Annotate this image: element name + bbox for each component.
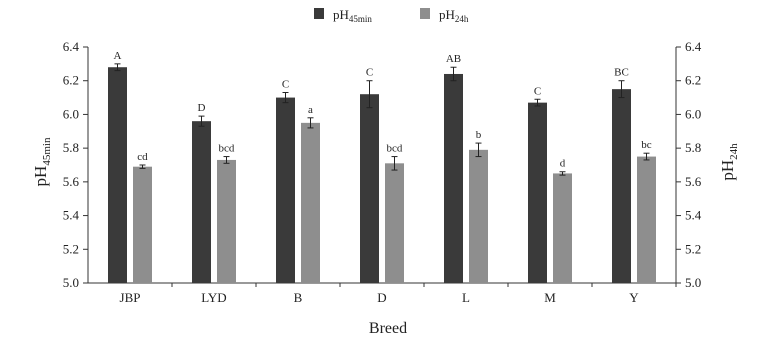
legend-label-series-2-base: pH [439,7,455,22]
y-tick-left-label-7: 6.4 [63,39,80,54]
y-tick-right-label-5: 6.0 [685,106,701,121]
y-tick-right-label-3: 5.6 [685,174,702,189]
bar-series-1-2 [276,97,295,283]
bar-label-series-2-6: bc [641,139,652,151]
legend-swatch-series-2 [420,8,430,19]
y-tick-right-label-4: 5.8 [685,140,701,155]
y-axis-right-title: pH24h [718,143,740,181]
bar-series-1-3 [360,94,379,283]
bar-series-2-5 [553,173,572,283]
bar-series-2-6 [637,156,656,283]
x-tick-label-5: M [544,290,556,305]
legend-swatch-series-1 [314,8,324,19]
bar-series-1-0 [108,67,127,283]
x-axis-title: Breed [369,320,407,337]
bar-label-series-2-1: bcd [219,143,235,155]
bar-series-2-3 [385,163,404,283]
x-tick-label-1: LYD [201,290,226,305]
y-tick-left-label-5: 6.0 [63,106,79,121]
x-tick-label-4: L [462,290,470,305]
x-tick-label-2: B [294,290,303,305]
y-tick-right-label-6: 6.2 [685,73,701,88]
plot-area: 5.0 5.0 5.2 5.2 5.4 5.4 5.6 5.6 5.8 5.8 6.0 6.0 6.2 6… [63,39,702,305]
bar-series-2-0 [133,166,152,283]
y-axis-left-title-sub: 45min [41,137,53,166]
bar-label-series-2-5: d [560,158,566,170]
bar-label-series-1-4: AB [446,53,461,65]
bar-series-2-4 [469,149,488,283]
bar-series-1-1 [192,121,211,284]
bar-label-series-1-0: A [114,50,122,62]
y-axis-left-title: pH45min [31,137,53,186]
bar-label-series-1-6: BC [614,67,629,79]
y-tick-left-label-6: 6.2 [63,73,79,88]
y-tick-right-label-0: 5.0 [685,275,701,290]
bar-series-1-6 [612,89,631,284]
x-tick-label-0: JBP [120,290,141,305]
legend-label-series-2-sub: 24h [455,14,469,24]
bar-series-1-4 [444,73,463,283]
bar-label-series-2-0: cd [137,151,148,163]
y-tick-right-label-7: 6.4 [685,39,702,54]
x-tick-label-6: Y [629,290,639,305]
bar-label-series-1-2: C [282,79,289,91]
y-tick-left-label-0: 5.0 [63,275,79,290]
chart-legend: pH45min pH24h [314,7,469,24]
y-tick-right-label-2: 5.4 [685,208,702,223]
bar-series-2-2 [301,122,320,283]
legend-label-series-1-sub: 45min [349,14,373,24]
bar-label-series-2-4: b [476,129,482,141]
y-tick-left-label-2: 5.4 [63,208,80,223]
bar-label-series-1-1: D [198,102,206,114]
y-axis-right-title-base: pH [718,160,737,181]
y-tick-right-label-1: 5.2 [685,241,701,256]
y-tick-left-label-4: 5.8 [63,140,79,155]
legend-label-series-1: pH45min [333,7,372,24]
x-tick-label-3: D [377,290,386,305]
legend-label-series-1-base: pH [333,7,349,22]
bar-series-2-1 [217,159,236,283]
legend-label-series-2: pH24h [439,7,469,24]
bar-label-series-2-3: bcd [387,143,403,155]
bar-label-series-1-3: C [366,67,373,79]
bar-label-series-2-2: a [308,104,313,116]
bar-label-series-1-5: C [534,85,541,97]
y-axis-right-title-sub: 24h [728,143,740,160]
y-tick-left-label-1: 5.2 [63,241,79,256]
y-axis-left-title-base: pH [31,166,50,187]
y-tick-left-label-3: 5.6 [63,174,80,189]
bar-series-1-5 [528,102,547,283]
